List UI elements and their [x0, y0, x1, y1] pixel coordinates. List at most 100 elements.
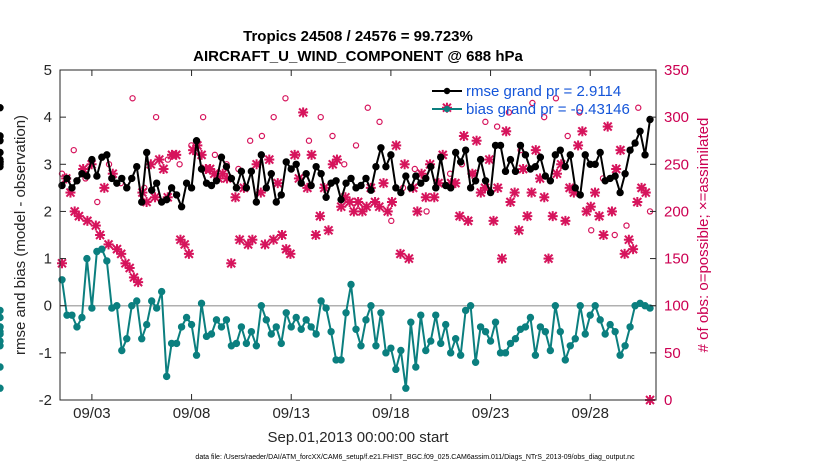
rmse-point	[147, 186, 156, 194]
bias-point	[407, 318, 415, 326]
obs-possible-marker	[388, 217, 395, 225]
x-tick-label: 09/13	[272, 405, 310, 422]
series-layer	[0, 104, 654, 392]
rmse-point	[476, 155, 485, 164]
obs-assimilated-marker	[640, 187, 651, 198]
obs-assimilated-marker	[298, 107, 309, 118]
bias-point	[461, 306, 470, 315]
rmse-point	[377, 144, 385, 152]
obs-assimilated-marker	[399, 159, 410, 170]
y-tick-label: -1	[39, 345, 52, 362]
y-right-tick-label: 150	[664, 251, 689, 268]
obs-assimilated-marker	[505, 197, 516, 207]
rmse-point	[397, 188, 405, 197]
bias-point	[0, 323, 4, 331]
rmse-point	[581, 151, 589, 159]
bias-point	[337, 356, 345, 364]
y-tick-label: -2	[39, 392, 52, 409]
rmse-point	[402, 172, 410, 180]
x-tick-label: 09/08	[173, 405, 211, 422]
obs-assimilated-marker	[158, 164, 169, 174]
rmse-point	[187, 184, 196, 192]
obs-assimilated-marker	[378, 178, 389, 189]
obs-possible-marker	[305, 137, 313, 144]
bias-point	[0, 337, 4, 345]
bias-point	[536, 323, 545, 331]
obs-assimilated-marker	[315, 211, 326, 222]
obs-possible-marker	[540, 113, 548, 121]
y-axis-title-left: rmse and bias (model - observation)	[12, 115, 29, 355]
obs-assimilated-marker	[310, 230, 321, 240]
rmse-point	[541, 172, 550, 180]
rmse-point	[162, 195, 171, 204]
bias-point	[481, 327, 490, 336]
rmse-point	[367, 186, 375, 194]
y-tick-label: 4	[44, 109, 52, 126]
rmse-point	[247, 167, 256, 176]
bias-point	[68, 311, 76, 319]
bias-point	[103, 257, 111, 265]
y-axis-left: -2 -1 0 1 2 3 4 5	[39, 62, 66, 409]
y-right-tick-label: 0	[664, 392, 672, 409]
rmse-point	[0, 104, 4, 112]
bias-point	[292, 313, 300, 322]
rmse-point	[212, 177, 221, 185]
obs-assimilated-marker	[628, 244, 639, 255]
obs-assimilated-marker	[348, 206, 359, 217]
obs-possible-marker	[364, 104, 371, 111]
rmse-point	[412, 172, 420, 180]
obs-assimilated-marker	[518, 164, 529, 174]
rmse-point	[466, 184, 475, 192]
rmse-point	[446, 184, 455, 192]
bias-point	[486, 337, 495, 345]
rmse-point	[217, 153, 226, 161]
bias-point	[247, 327, 256, 336]
rmse-point	[461, 146, 470, 154]
obs-assimilated-marker	[272, 178, 283, 189]
x-axis-title: Sep.01,2013 00:00:00 start	[268, 429, 450, 446]
bias-point	[501, 349, 510, 357]
bias-point	[192, 351, 201, 359]
x-tick-label: 09/03	[73, 405, 111, 422]
rmse-point	[496, 141, 505, 150]
obs-assimilated-marker	[501, 126, 512, 137]
obs-assimilated-marker	[82, 215, 93, 226]
bias-point	[327, 327, 335, 336]
obs-assimilated-marker	[395, 248, 406, 259]
obs-assimilated-marker	[560, 215, 571, 226]
x-tick-label: 09/28	[571, 405, 609, 422]
rmse-point	[531, 162, 540, 171]
bias-point	[128, 302, 136, 310]
rmse-point	[641, 151, 649, 159]
bias-point	[252, 342, 261, 350]
rmse-point	[113, 179, 121, 187]
bias-point	[242, 339, 251, 348]
rmse-point	[636, 127, 644, 135]
rmse-point	[571, 184, 579, 192]
obs-possible-marker	[176, 161, 183, 168]
obs-possible-marker	[94, 198, 101, 206]
obs-assimilated-marker	[530, 145, 541, 156]
bias-point	[586, 311, 594, 319]
bias-point	[556, 327, 565, 336]
rmse-point	[317, 170, 325, 178]
rmse-point	[257, 151, 266, 159]
y-tick-label: 5	[44, 62, 52, 79]
bias-point	[446, 349, 455, 357]
rmse-point	[332, 177, 340, 185]
rmse-point	[551, 151, 560, 159]
bias-point	[596, 316, 604, 324]
rmse-point	[506, 155, 515, 164]
y-tick-label: 2	[44, 203, 52, 220]
rmse-point	[591, 160, 599, 168]
bias-point	[357, 342, 365, 350]
y-tick-label: 3	[44, 156, 52, 173]
obs-possible-marker	[564, 132, 571, 140]
bias-point	[571, 335, 579, 343]
rmse-point	[451, 148, 460, 157]
bias-point	[237, 323, 246, 331]
obs-assimilated-marker	[382, 206, 393, 217]
rmse-point	[417, 179, 425, 187]
bias-point	[262, 316, 271, 324]
rmse-point	[83, 172, 91, 180]
